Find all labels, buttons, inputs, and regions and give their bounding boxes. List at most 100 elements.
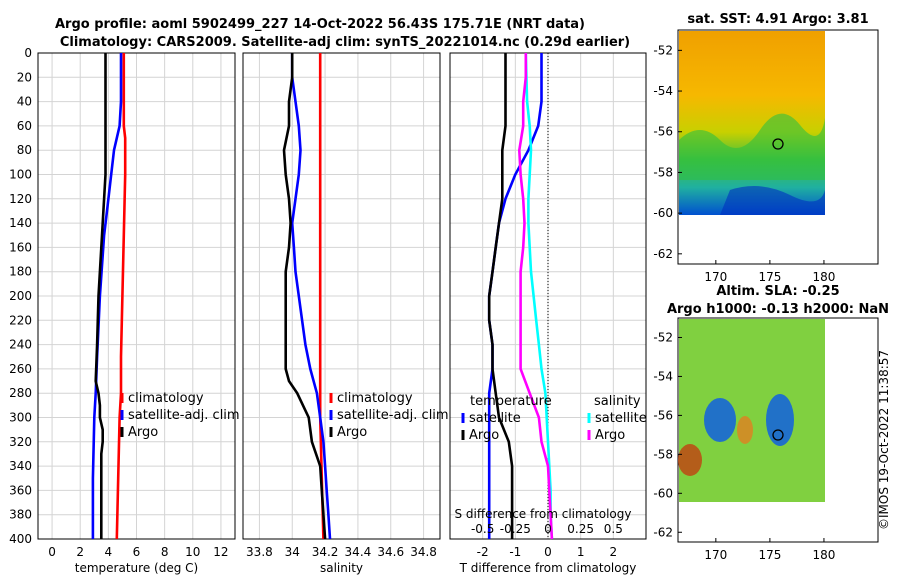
top-x-tick-label: 0.25 bbox=[567, 522, 594, 536]
temperature-panel: 0204060801001201401601802002202402602803… bbox=[9, 46, 240, 575]
y-tick-label: 40 bbox=[17, 95, 32, 109]
x-tick-label: 10 bbox=[185, 545, 200, 559]
map-y-tick-label: -60 bbox=[653, 486, 673, 500]
axes-frame bbox=[449, 52, 647, 540]
y-tick-label: 280 bbox=[9, 386, 32, 400]
y-tick-label: 160 bbox=[9, 240, 32, 254]
map-y-tick-label: -56 bbox=[653, 408, 673, 422]
sla-map-title-line1: Altim. SLA: -0.25 bbox=[716, 284, 839, 299]
map-y-tick-label: -54 bbox=[653, 369, 673, 383]
x-tick-label: 6 bbox=[133, 545, 141, 559]
y-tick-label: 240 bbox=[9, 338, 32, 352]
y-tick-label: 140 bbox=[9, 216, 32, 230]
sla-float-marker bbox=[772, 429, 784, 441]
legend-salinity-title: salinity bbox=[594, 394, 641, 409]
sla-map-panel: Altim. SLA: -0.25 Argo h1000: -0.13 h200… bbox=[653, 284, 889, 562]
legend-label: satellite-adj. clim bbox=[128, 408, 240, 423]
legend-label: climatology bbox=[337, 391, 413, 406]
sla-eddy-1 bbox=[704, 398, 736, 442]
sla-map-title-line2: Argo h1000: -0.13 h2000: NaN bbox=[667, 302, 889, 317]
map-x-tick-label: 180 bbox=[812, 270, 835, 284]
y-tick-label: 120 bbox=[9, 192, 32, 206]
y-tick-label: 220 bbox=[9, 313, 32, 327]
y-tick-label: 20 bbox=[17, 70, 32, 84]
map-y-tick-label: -62 bbox=[653, 525, 673, 539]
y-tick-label: 100 bbox=[9, 168, 32, 182]
y-tick-label: 360 bbox=[9, 483, 32, 497]
difference-panel: -2 -1 0 1 2 T difference from climatology temp… bbox=[449, 52, 647, 575]
y-tick-label: 200 bbox=[9, 289, 32, 303]
sla-high-1 bbox=[678, 444, 702, 476]
x-tick-label: 0 bbox=[544, 545, 552, 559]
x-tick-label: 0 bbox=[48, 545, 56, 559]
figure-title-line1: Argo profile: aoml 5902499_227 14-Oct-20… bbox=[55, 17, 585, 32]
top-x-axis-label: S difference from climatology bbox=[455, 507, 632, 521]
sst-cold-patch bbox=[720, 186, 825, 215]
map-y-tick-label: -62 bbox=[653, 247, 673, 261]
map-y-tick-label: -52 bbox=[653, 330, 673, 344]
x-tick-label: 2 bbox=[610, 545, 618, 559]
top-x-tick-label: 0 bbox=[544, 522, 552, 536]
series-line-climatology bbox=[318, 53, 325, 540]
series-line-t-argo bbox=[487, 53, 514, 539]
y-tick-label: 60 bbox=[17, 119, 32, 133]
legend-label: climatology bbox=[128, 391, 204, 406]
series-line-argo bbox=[282, 53, 327, 540]
x-tick-label: 34.6 bbox=[377, 545, 404, 559]
y-tick-label: 300 bbox=[9, 411, 32, 425]
x-tick-label: 12 bbox=[213, 545, 228, 559]
x-tick-label: 8 bbox=[161, 545, 169, 559]
top-x-tick-label: -0.25 bbox=[500, 522, 531, 536]
legend-label: satellite-adj. clim bbox=[337, 408, 449, 423]
top-x-tick-label: -0.5 bbox=[471, 522, 494, 536]
sst-map-axes: 170 175 180 -52 -54 -56 -58 -60 -62 bbox=[653, 43, 835, 284]
sst-map-panel: sat. SST: 4.91 Argo: 3.81 170 175 180 -52 -5… bbox=[653, 12, 879, 284]
legend-label: satellite bbox=[469, 411, 521, 426]
y-tick-label: 380 bbox=[9, 508, 32, 522]
sst-float-marker bbox=[772, 138, 784, 150]
legend-label: Argo bbox=[469, 428, 499, 443]
map-x-tick-label: 170 bbox=[704, 270, 727, 284]
x-tick-label: 4 bbox=[105, 545, 113, 559]
x-tick-label: 34.4 bbox=[345, 545, 372, 559]
legend-label: Argo bbox=[595, 428, 625, 443]
y-tick-label: 340 bbox=[9, 459, 32, 473]
map-x-tick-label: 175 bbox=[758, 548, 781, 562]
x-axis-label: temperature (deg C) bbox=[75, 561, 198, 575]
y-tick-label: 0 bbox=[24, 46, 32, 60]
y-tick-label: 400 bbox=[9, 532, 32, 546]
series-line-climatology bbox=[115, 53, 127, 540]
y-tick-label: 80 bbox=[17, 143, 32, 157]
x-tick-label: 2 bbox=[76, 545, 84, 559]
copyright-text: ©IMOS 19-Oct-2022 11:38:57 bbox=[877, 350, 891, 530]
series-line-satellite-adj-clim bbox=[91, 53, 123, 539]
map-y-tick-label: -56 bbox=[653, 125, 673, 139]
sla-map-axes: 170 175 180 -52 -54 -56 -58 -60 -62 bbox=[653, 330, 835, 562]
y-tick-label: 260 bbox=[9, 362, 32, 376]
sst-heatmap bbox=[679, 31, 825, 215]
sla-eddy-2 bbox=[766, 394, 794, 446]
map-x-tick-label: 175 bbox=[758, 270, 781, 284]
x-axis-label: T difference from climatology bbox=[459, 561, 637, 575]
map-y-tick-label: -54 bbox=[653, 84, 673, 98]
sst-front bbox=[679, 113, 825, 180]
x-tick-label: 34 bbox=[285, 545, 300, 559]
map-y-tick-label: -58 bbox=[653, 447, 673, 461]
sla-heatmap bbox=[679, 319, 825, 502]
map-y-tick-label: -60 bbox=[653, 206, 673, 220]
axes-frame bbox=[242, 52, 441, 540]
x-tick-label: -1 bbox=[509, 545, 521, 559]
x-axis-label: salinity bbox=[320, 561, 363, 575]
y-tick-label: 320 bbox=[9, 435, 32, 449]
sla-high-2 bbox=[737, 416, 753, 444]
legend-label: Argo bbox=[128, 425, 158, 440]
x-tick-label: 33.8 bbox=[246, 545, 273, 559]
map-y-tick-label: -52 bbox=[653, 43, 673, 57]
series-line-s-satellite bbox=[524, 52, 554, 540]
legend-label: satellite bbox=[595, 411, 647, 426]
salinity-panel: 33.8 34 34.2 34.4 34.6 34.8 salinity climatolog… bbox=[242, 52, 449, 575]
map-x-tick-label: 170 bbox=[704, 548, 727, 562]
sst-map-title: sat. SST: 4.91 Argo: 3.81 bbox=[687, 12, 868, 27]
x-tick-label: 1 bbox=[577, 545, 585, 559]
